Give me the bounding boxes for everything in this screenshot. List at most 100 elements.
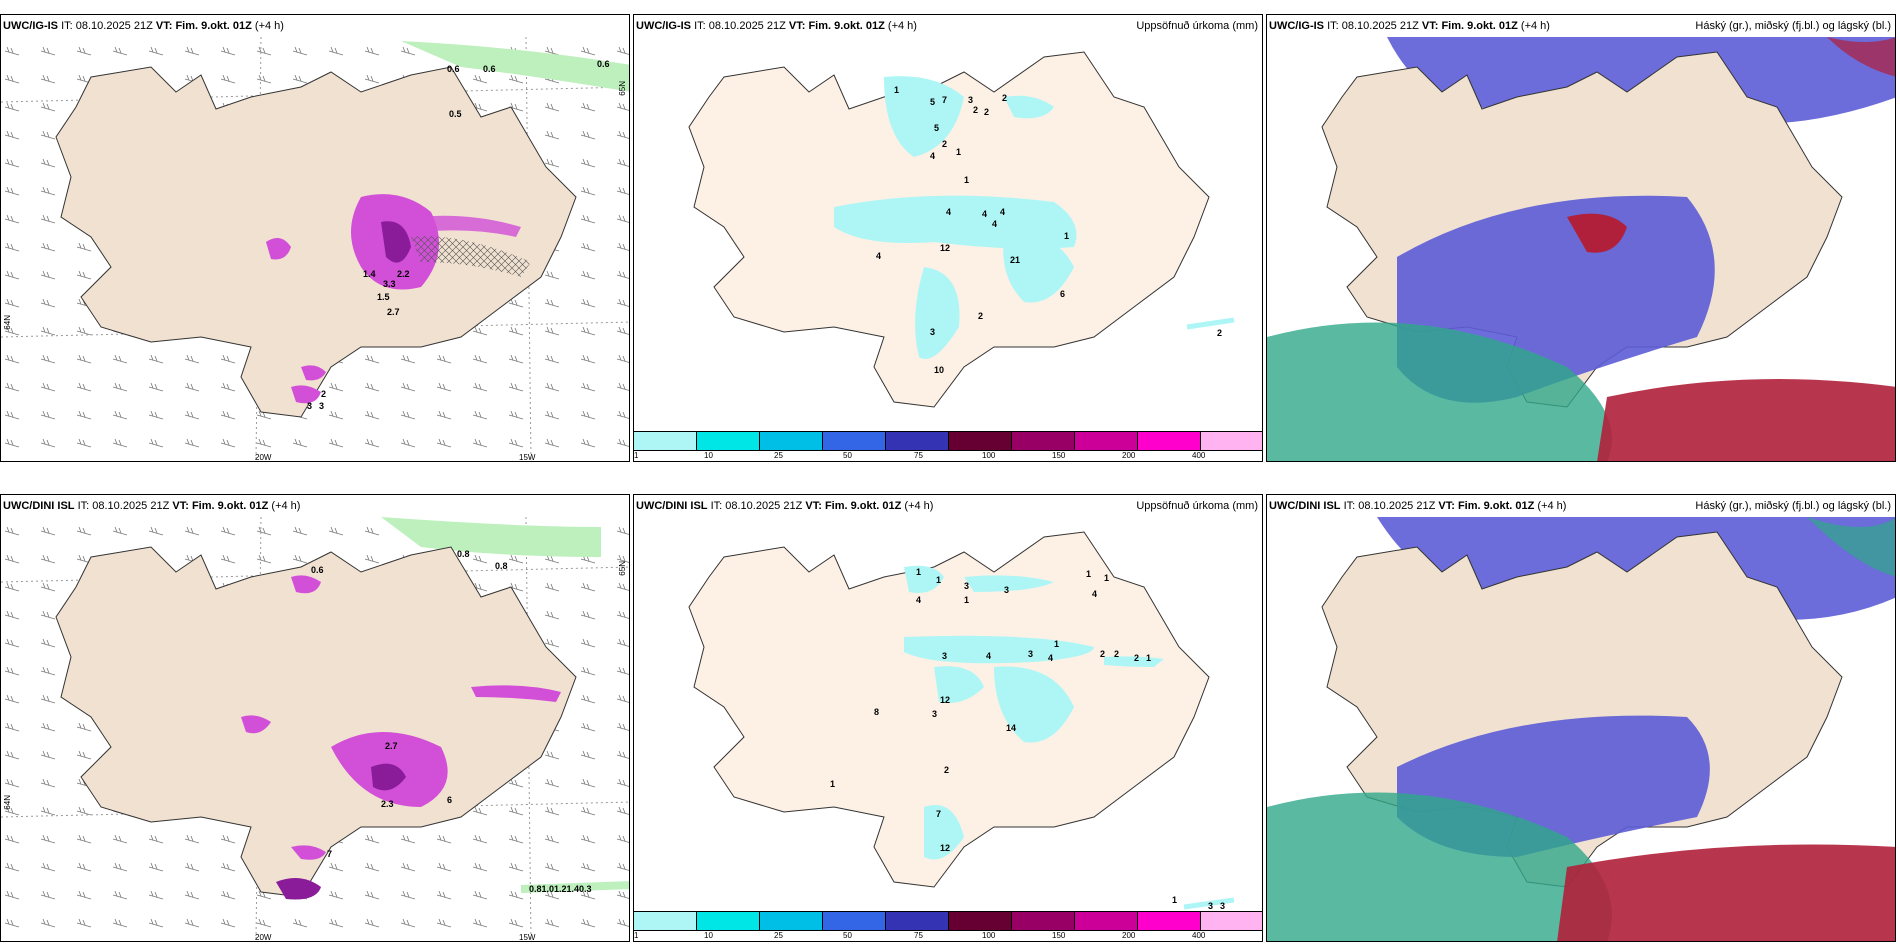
panel-title: UWC/DINI ISL IT: 08.10.2025 21Z VT: Fim.… [636,500,934,512]
colorbar-swatch [949,912,1012,930]
precip-value: 2 [944,765,949,775]
snow-value: 0.6 [597,59,610,69]
panel-title: UWC/IG-IS IT: 08.10.2025 21Z VT: Fim. 9.… [636,20,917,32]
colorbar-labels: 1 10 25 50 75 100 150 200 400 [634,931,1262,941]
snow-value: 2.2 [397,269,410,279]
colorbar-tick: 10 [704,931,713,940]
snow-value: 6 [447,795,452,805]
cloud-map [1267,517,1895,941]
lon-label: 20W [255,933,272,942]
precip-value: 1 [964,595,969,605]
colorbar-swatch [634,432,697,450]
precip-value: 7 [936,809,941,819]
snow-value: 2.7 [387,307,400,317]
lon-label: 15W [519,453,536,462]
colorbar-tick: 150 [1052,931,1066,940]
colorbar-swatch [1138,912,1201,930]
precip-value: 5 [930,97,935,107]
colorbar-swatch [823,432,886,450]
precip-value: 4 [876,251,881,261]
precip-value: 1 [1054,639,1059,649]
precip-value: 3 [1004,585,1009,595]
snow-value: 0.8 [495,561,508,571]
snow-value: 2.3 [381,799,394,809]
snow-value: 1.5 [377,292,390,302]
colorbar-swatch [697,912,760,930]
precip-value: 12 [940,843,950,853]
cloud-panel-row1: UWC/IG-IS IT: 08.10.2025 21Z VT: Fim. 9.… [1266,14,1896,462]
panel-subtitle: Háský (gr.), miðský (fj.bl.) og lágský (… [1695,20,1891,32]
colorbar-swatch [823,912,886,930]
precip-value: 4 [916,595,921,605]
panel-title: UWC/DINI ISL IT: 08.10.2025 21Z VT: Fim.… [1269,500,1567,512]
precip-value: 4 [1092,589,1097,599]
precip-value: 12 [940,243,950,253]
precip-value: 3 [1028,649,1033,659]
snow-value: 0.81.01.21.40.3 [529,884,592,894]
cloud-map [1267,37,1895,461]
snow-value: 2.7 [385,741,398,751]
precip-value: 10 [934,365,944,375]
precip-value: 1 [1146,653,1151,663]
colorbar-swatch [760,912,823,930]
precip-value: 1 [964,175,969,185]
precip-value: 2 [1114,649,1119,659]
rain-area [401,41,629,92]
colorbar-tick: 1 [634,931,639,940]
precip-value: 2 [1217,328,1222,338]
snow-value: 0.6 [483,64,496,74]
precip-value: 3 [1208,901,1213,911]
colorbar-swatch [949,432,1012,450]
precip-value: 4 [930,151,935,161]
precip-value: 3 [1220,901,1225,911]
panel-subtitle: Háský (gr.), miðský (fj.bl.) og lágský (… [1695,500,1891,512]
iceland-landmass [55,546,577,898]
precip-value: 1 [956,147,961,157]
snow-value: 3 [319,401,324,411]
precip-value: 8 [874,707,879,717]
panel-subtitle: Uppsöfnuð úrkoma (mm) [1136,500,1258,512]
snow-value: 0.6 [447,64,460,74]
snow-wind-map: 0.6 0.8 0.8 2.7 2.3 6 7 0.81.01.21.40.3 [1,517,629,941]
precip-value: 1 [936,575,941,585]
panel-title: UWC/IG-IS IT: 08.10.2025 21Z VT: Fim. 9.… [3,20,284,32]
precip-value: 1 [1172,895,1177,905]
snow-value: 2 [321,389,326,399]
precip-panel-row2: UWC/DINI ISL IT: 08.10.2025 21Z VT: Fim.… [633,494,1263,942]
colorbar-tick: 25 [774,451,783,460]
precip-value: 3 [968,95,973,105]
precip-value: 4 [1048,653,1053,663]
colorbar-swatch [697,432,760,450]
lat-label: 65N [618,561,627,576]
panel-title: UWC/DINI ISL IT: 08.10.2025 21Z VT: Fim.… [3,500,301,512]
precip-value: 1 [1064,231,1069,241]
colorbar [634,911,1262,931]
colorbar-swatch [1012,912,1075,930]
precip-value: 4 [946,207,951,217]
colorbar-tick: 200 [1122,451,1136,460]
precip-value: 2 [973,105,978,115]
iceland-landmass [55,66,577,418]
precip-value: 14 [1006,723,1016,733]
colorbar-tick: 200 [1122,931,1136,940]
snow-value: 7 [327,849,332,859]
precip-value: 21 [1010,255,1020,265]
colorbar-tick: 50 [843,451,852,460]
rain-area [381,517,601,557]
precip-value: 1 [1086,569,1091,579]
colorbar-tick: 10 [704,451,713,460]
cloud-panel-row2: UWC/DINI ISL IT: 08.10.2025 21Z VT: Fim.… [1266,494,1896,942]
precip-value: 4 [992,219,997,229]
precip-map: 1 5 7 3 2 2 2 5 2 1 4 1 4 4 4 4 12 21 1 … [688,51,1235,408]
colorbar-swatch [634,912,697,930]
lat-label: 65N [618,81,627,96]
colorbar-swatch [1201,432,1262,450]
colorbar-tick: 150 [1052,451,1066,460]
precip-value: 4 [1000,207,1005,217]
precip-value: 1 [894,85,899,95]
colorbar-tick: 75 [914,931,923,940]
colorbar-swatch [886,912,949,930]
snow-value: 3 [307,401,312,411]
colorbar-swatch [1201,912,1262,930]
iceland-landmass [688,531,1210,888]
